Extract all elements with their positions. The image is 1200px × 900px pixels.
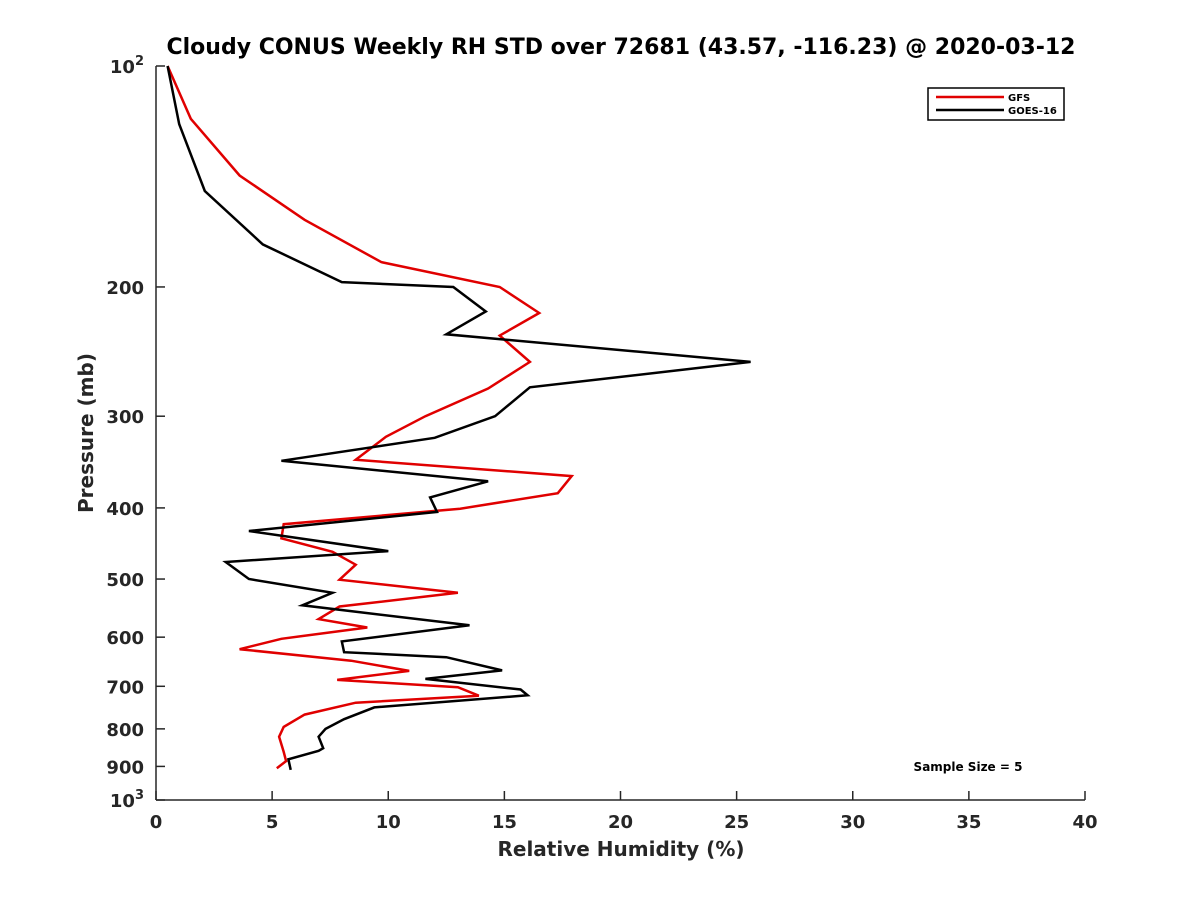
- y-tick-label: 600: [106, 628, 144, 649]
- y-tick-label: 300: [106, 407, 144, 428]
- x-tick-label: 15: [492, 812, 517, 833]
- y-tick-label: 200: [106, 278, 144, 299]
- x-tick-label: 0: [150, 812, 163, 833]
- y-tick-label: 400: [106, 499, 144, 520]
- x-tick-label: 25: [724, 812, 749, 833]
- y-axis-label: Pressure (mb): [74, 353, 98, 513]
- x-tick-label: 20: [608, 812, 633, 833]
- legend: GFS GOES-16: [927, 87, 1065, 121]
- y-tick-exponent: 3: [135, 788, 144, 803]
- y-tick-label: 800: [106, 720, 144, 741]
- x-tick-label: 35: [956, 812, 981, 833]
- legend-box: [927, 87, 1065, 121]
- x-tick-label: 5: [266, 812, 279, 833]
- series-layer: [166, 65, 751, 771]
- y-tick-label: 900: [106, 757, 144, 778]
- y-tick-label: 700: [106, 677, 144, 698]
- x-axis-ticks: 0 5 10 15 20 25 30 35 40: [150, 791, 1098, 833]
- chart-title: Cloudy CONUS Weekly RH STD over 72681 (4…: [167, 35, 1076, 60]
- x-tick-label: 40: [1072, 812, 1097, 833]
- legend-label-gfs: GFS: [1008, 93, 1030, 104]
- y-tick-base: 10: [110, 57, 135, 78]
- series-line-goes16: [166, 65, 751, 771]
- y-tick-label: 103: [110, 788, 144, 812]
- plot-area: [156, 66, 1085, 800]
- sample-size-annotation: Sample Size = 5: [914, 760, 1023, 774]
- legend-label-goes16: GOES-16: [1008, 106, 1057, 117]
- y-tick-label: 102: [110, 54, 144, 78]
- y-tick-exponent: 2: [135, 54, 144, 69]
- x-tick-label: 30: [840, 812, 865, 833]
- series-line-gfs: [166, 65, 575, 770]
- x-tick-label: 10: [376, 812, 401, 833]
- y-tick-base: 10: [110, 791, 135, 812]
- x-axis-label: Relative Humidity (%): [497, 837, 744, 861]
- y-tick-label: 500: [106, 570, 144, 591]
